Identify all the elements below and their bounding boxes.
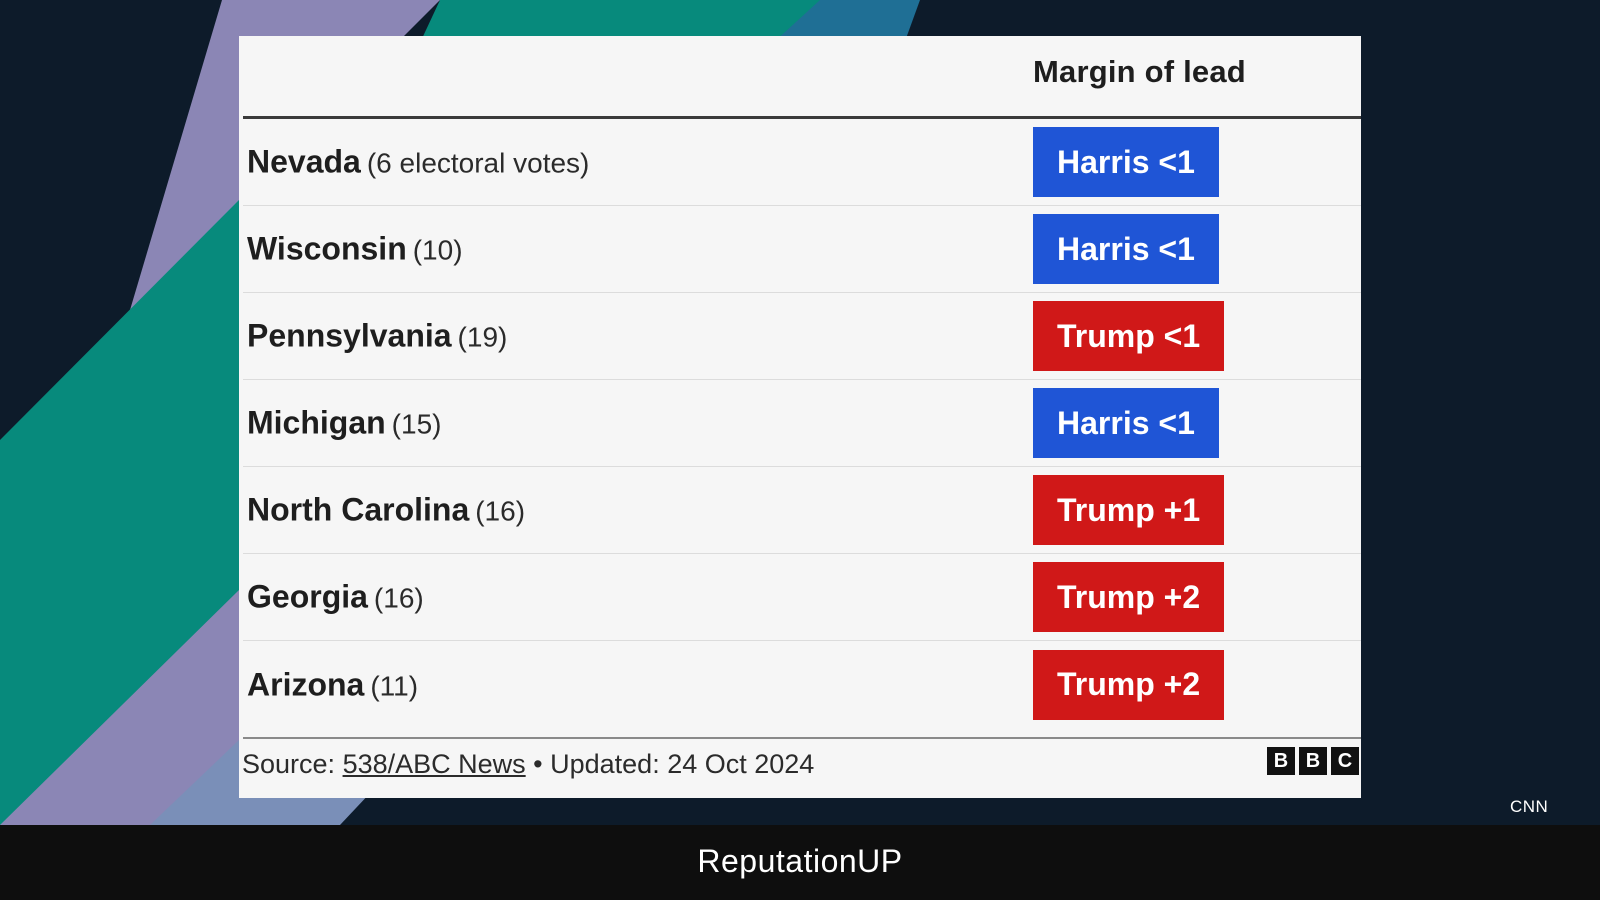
electoral-votes: (16)	[475, 495, 526, 527]
table-row: Wisconsin (10) Harris <1	[243, 206, 1361, 293]
lead-badge-trump: Trump <1	[1033, 301, 1225, 371]
state-name: Wisconsin	[247, 230, 407, 267]
source-link[interactable]: 538/ABC News	[342, 749, 526, 779]
electoral-votes: (10)	[412, 234, 463, 266]
results-table: Margin of lead Nevada (6 electoral votes)…	[239, 36, 1361, 798]
bottom-bar: ReputationUP	[0, 825, 1600, 900]
table-row: Michigan (15) Harris <1	[243, 380, 1361, 467]
state-name: Georgia	[247, 578, 368, 615]
lead-badge-trump: Trump +1	[1033, 475, 1225, 545]
state-cell: Arizona (11)	[247, 666, 418, 703]
state-name: North Carolina	[247, 491, 470, 528]
state-cell: Michigan (15)	[247, 405, 441, 442]
header-divider	[243, 116, 1361, 119]
bbc-logo-letter: B	[1267, 747, 1295, 775]
state-name: Nevada	[247, 143, 361, 180]
electoral-votes: (15)	[391, 408, 442, 440]
table-row: Arizona (11) Trump +2	[243, 641, 1361, 728]
state-name: Arizona	[247, 666, 365, 702]
bbc-logo-letter: B	[1299, 747, 1327, 775]
state-cell: North Carolina (16)	[247, 492, 525, 529]
source-line: Source: 538/ABC News • Updated: 24 Oct 2…	[242, 749, 814, 780]
brand-logo: ReputationUP	[697, 843, 903, 879]
electoral-votes: (19)	[457, 321, 508, 353]
state-cell: Pennsylvania (19)	[247, 318, 507, 355]
electoral-votes: (16)	[373, 582, 424, 614]
lead-badge-harris: Harris <1	[1033, 214, 1219, 284]
electoral-votes: (6 electoral votes)	[366, 147, 590, 179]
updated-text: • Updated: 24 Oct 2024	[525, 749, 815, 779]
lead-badge-harris: Harris <1	[1033, 388, 1219, 458]
state-name: Michigan	[247, 404, 386, 441]
electoral-votes: (11)	[370, 670, 419, 701]
table-row: Georgia (16) Trump +2	[243, 554, 1361, 641]
state-cell: Georgia (16)	[247, 579, 424, 616]
state-name: Pennsylvania	[247, 317, 452, 354]
lead-badge-trump: Trump +2	[1033, 562, 1225, 632]
cnn-watermark: CNN	[1510, 797, 1549, 816]
table-row: North Carolina (16) Trump +1	[243, 467, 1361, 554]
table-row: Nevada (6 electoral votes) Harris <1	[243, 119, 1361, 206]
state-cell: Nevada (6 electoral votes)	[247, 144, 589, 181]
source-prefix: Source:	[242, 749, 343, 779]
column-header-margin: Margin of lead	[1033, 54, 1246, 89]
lead-badge-trump: Trump +2	[1033, 649, 1225, 720]
lead-badge-harris: Harris <1	[1033, 127, 1219, 197]
state-cell: Wisconsin (10)	[247, 231, 463, 268]
bbc-logo-letter: C	[1331, 747, 1359, 775]
table-row: Pennsylvania (19) Trump <1	[243, 293, 1361, 380]
bbc-logo: B B C	[1267, 747, 1359, 775]
footer-divider	[243, 737, 1361, 739]
